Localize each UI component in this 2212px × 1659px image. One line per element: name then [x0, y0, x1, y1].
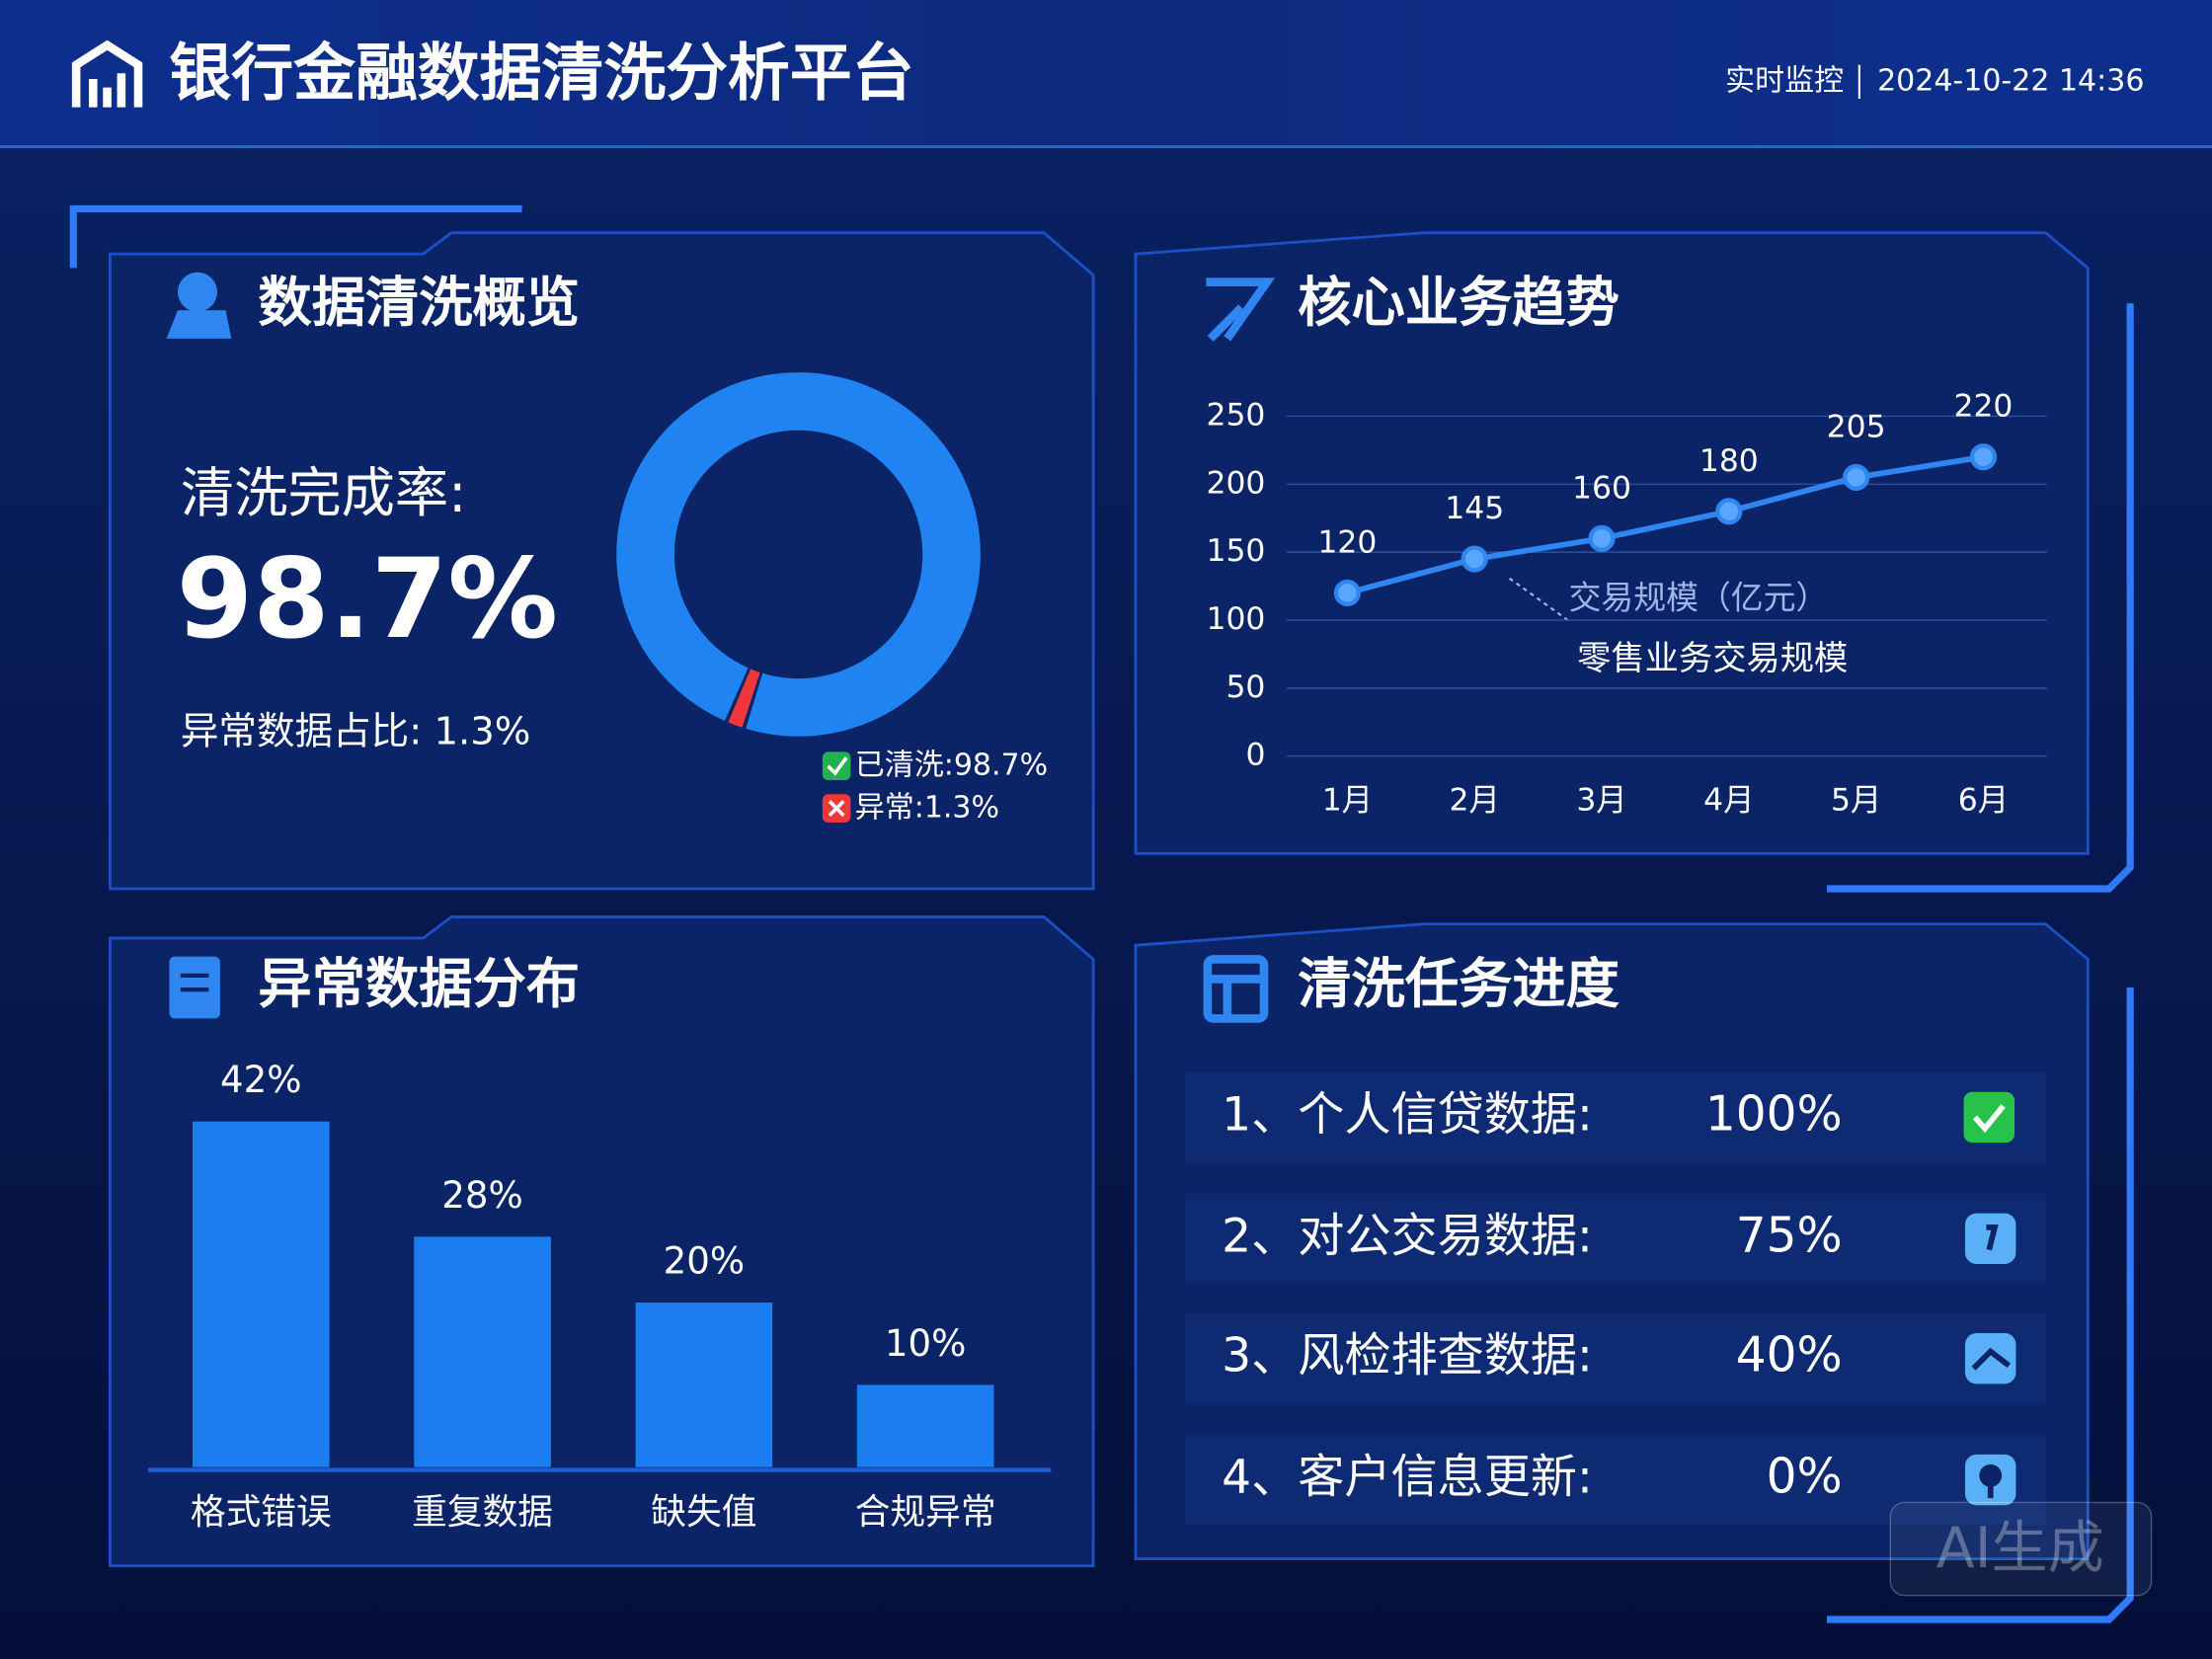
data-label: 145 [1445, 491, 1504, 526]
line-point [1715, 498, 1743, 525]
data-label: 120 [1317, 524, 1377, 560]
legend-check-icon [827, 756, 848, 776]
panel-title: 清洗任务进度 [1298, 953, 1620, 1015]
status-done-icon [1972, 1104, 2006, 1134]
x-tick-label: 6月 [1958, 782, 2009, 818]
data-label: 220 [1953, 389, 2013, 425]
status-icons [1963, 1091, 2016, 1506]
data-label: 20% [664, 1240, 746, 1283]
legend-value: 1.3% [924, 790, 999, 825]
legend-label: 已清洗: [855, 748, 954, 782]
panel-corner [1827, 303, 2134, 893]
status-pending-icon [1979, 1463, 2003, 1487]
legend-entry: 异常:1.3% [855, 790, 999, 825]
task-progress: 40% [1736, 1328, 1843, 1383]
line-point [1843, 463, 1870, 491]
task-name: 1、个人信贷数据: [1222, 1087, 1593, 1142]
task-row [1185, 1071, 2046, 1163]
annotation-leader [1508, 577, 1570, 622]
logo-icon [71, 40, 143, 108]
line-series [1346, 453, 1984, 596]
panel-corner [69, 204, 522, 269]
x-tick-label: 缺失值 [651, 1492, 756, 1533]
x-tick-label: 5月 [1831, 782, 1881, 818]
page-title: 银行金融数据清洗分析平台 [169, 38, 913, 110]
panel-corner [1827, 988, 2134, 1623]
task-progress: 75% [1736, 1208, 1843, 1263]
x-tick-label: 2月 [1450, 782, 1500, 818]
bar [635, 1303, 773, 1467]
x-tick-label: 重复数据 [412, 1492, 553, 1533]
overview-icon [166, 272, 232, 339]
x-tick-label: 格式错误 [191, 1492, 332, 1533]
status-check-icon [1971, 1347, 2012, 1371]
donut-segment [728, 669, 760, 728]
data-label: 10% [885, 1322, 967, 1365]
line-point [1588, 524, 1616, 552]
task-name: 4、客户信息更新: [1222, 1451, 1593, 1505]
status-check-icon [1965, 1333, 2016, 1384]
panel-title: 数据清洗概览 [258, 272, 580, 334]
tasks-icon [1203, 955, 1269, 1023]
task-name: 3、风检排查数据: [1222, 1329, 1593, 1383]
data-label: 180 [1699, 443, 1759, 479]
x-tick-label: 4月 [1703, 782, 1754, 818]
abnormal-ratio: 异常数据占比: 1.3% [181, 709, 531, 753]
y-tick-label: 50 [1225, 670, 1265, 705]
data-label: 160 [1572, 470, 1631, 506]
distribution-icon [169, 956, 220, 1019]
task-progress: 100% [1705, 1086, 1843, 1142]
task-name: 2、对公交易数据: [1222, 1209, 1593, 1263]
rate-label: 清洗完成率: [181, 462, 467, 524]
header-bar [0, 0, 2212, 147]
status-running-icon [1986, 1224, 1999, 1251]
legend-entry: 已清洗:98.7% [855, 748, 1048, 782]
status-label: 实时监控 [1725, 63, 1844, 98]
panel-title: 异常数据分布 [258, 953, 580, 1015]
datetime: 2024-10-22 14:36 [1877, 63, 2144, 98]
watermark-box [1889, 1501, 2153, 1597]
task-row [1185, 1313, 2046, 1404]
panel-title: 核心业务趋势 [1298, 272, 1620, 334]
y-tick-label: 200 [1206, 465, 1265, 501]
panel-distribution [109, 915, 1095, 1568]
task-row [1185, 1193, 2046, 1284]
data-label: 28% [441, 1174, 523, 1217]
x-tick-label: 3月 [1576, 782, 1626, 818]
y-tick-label: 100 [1206, 601, 1265, 637]
line-point [1969, 443, 1998, 471]
data-label: 205 [1827, 409, 1886, 444]
data-label: 42% [220, 1059, 302, 1101]
legend-cross-icon [828, 800, 845, 817]
series-label: 零售业务交易规模 [1577, 639, 1848, 678]
task-rows [1185, 1071, 2046, 1526]
y-tick-label: 250 [1206, 397, 1265, 433]
legend-check-icon [822, 751, 851, 780]
bar [414, 1236, 551, 1467]
task-progress: 0% [1767, 1450, 1843, 1505]
legend-label: 异常: [855, 790, 924, 825]
status-done-icon [1963, 1091, 2014, 1144]
task-row [1185, 1434, 2046, 1526]
rate-value: 98.7% [177, 536, 559, 664]
line-point [1461, 545, 1488, 573]
bar [193, 1121, 330, 1467]
trend-icon [1206, 277, 1276, 342]
watermark: AI生成 [1936, 1516, 2104, 1581]
line-point [1333, 579, 1361, 607]
y-tick-label: 150 [1206, 533, 1265, 569]
annotation: 交易规模（亿元） [1569, 580, 1829, 617]
y-tick-label: 0 [1245, 738, 1265, 773]
legend-value: 98.7% [954, 748, 1048, 782]
donut-segment [616, 372, 981, 737]
x-tick-label: 合规异常 [855, 1492, 996, 1533]
bar [856, 1384, 994, 1467]
x-tick-label: 1月 [1322, 782, 1373, 818]
